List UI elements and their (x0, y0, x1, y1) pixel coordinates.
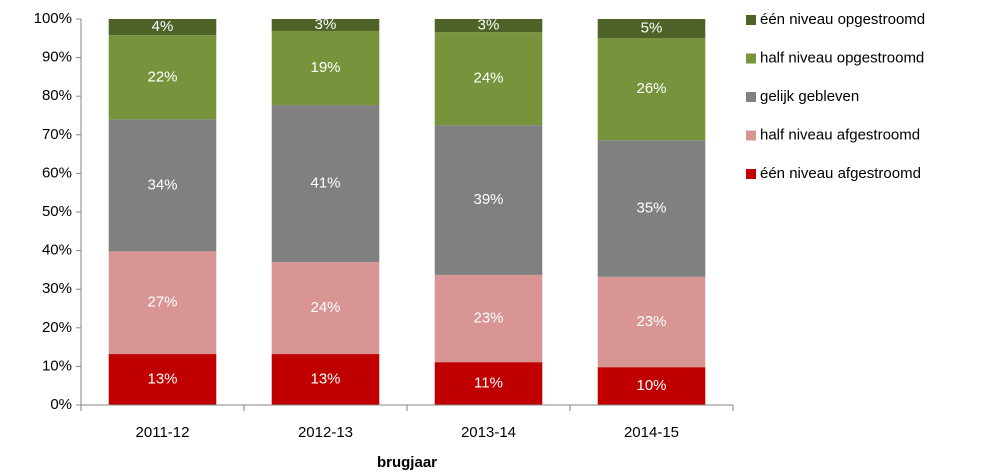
bar-segment (108, 19, 217, 36)
bar-segment (597, 367, 706, 405)
segment-label: 27% (147, 294, 177, 311)
segment-label: 19% (310, 59, 340, 76)
segment-label: 23% (636, 313, 666, 330)
legend-swatch (746, 53, 756, 64)
segment-label: 24% (473, 70, 503, 87)
bar-segment (597, 140, 706, 277)
segment-label: 5% (641, 20, 663, 37)
x-tick-label: 2012-13 (298, 424, 353, 441)
legend-label: half niveau opgestroomd (760, 49, 924, 66)
segment-label: 11% (474, 375, 503, 392)
legend-swatch (746, 130, 756, 141)
y-tick-label: 20% (42, 319, 72, 336)
bar-segment (434, 125, 543, 275)
bar-segment (108, 35, 217, 120)
segment-label: 24% (310, 299, 340, 316)
x-axis-title: brugjaar (377, 454, 437, 471)
legend-swatch (746, 169, 756, 179)
y-tick-label: 60% (42, 164, 72, 181)
segment-label: 10% (636, 377, 666, 394)
legend-label: gelijk gebleven (760, 88, 859, 105)
segment-label: 4% (152, 18, 174, 35)
bar-segment (108, 119, 217, 252)
segment-label: 26% (636, 80, 666, 97)
segment-label: 3% (478, 17, 500, 34)
legend-label: half niveau afgestroomd (760, 126, 920, 143)
y-tick-label: 0% (50, 396, 72, 413)
segment-label: 23% (473, 310, 503, 327)
y-tick-label: 80% (42, 87, 72, 104)
segment-label: 13% (147, 370, 177, 387)
bar-segment (271, 354, 380, 405)
bar-segment (108, 354, 217, 405)
bar-segment (434, 274, 543, 363)
x-tick-label: 2011-12 (136, 424, 190, 441)
bar-segment (271, 30, 380, 106)
x-tick-label: 2013-14 (461, 424, 516, 441)
legend-label: één niveau opgestroomd (760, 11, 925, 28)
bar-segment (108, 251, 217, 355)
y-tick-label: 90% (42, 49, 72, 66)
bar-segment (271, 105, 380, 263)
bar-segment (434, 19, 543, 33)
segment-label: 13% (310, 370, 340, 387)
legend-label: één niveau afgestroomd (760, 165, 921, 182)
segment-label: 3% (315, 16, 337, 33)
y-tick-label: 30% (42, 280, 72, 297)
y-tick-label: 10% (42, 357, 72, 374)
bar-segment (434, 362, 543, 405)
y-tick-label: 40% (42, 242, 72, 259)
y-tick-label: 70% (42, 126, 72, 143)
y-tick-label: 50% (42, 203, 72, 220)
segment-label: 22% (147, 68, 177, 85)
segment-label: 35% (636, 199, 666, 216)
bar-segment (271, 19, 380, 31)
y-tick-label: 100% (34, 10, 72, 27)
segment-label: 34% (147, 176, 177, 193)
bar-segment (434, 32, 543, 126)
segment-label: 39% (473, 191, 503, 208)
x-tick-label: 2014-15 (624, 424, 679, 441)
bar-segment (597, 38, 706, 141)
legend-swatch (746, 92, 756, 102)
legend-swatch (746, 15, 756, 25)
bar-segment (597, 276, 706, 368)
bar-segment (271, 262, 380, 355)
bar-segment (597, 19, 706, 39)
segment-label: 41% (310, 175, 340, 192)
